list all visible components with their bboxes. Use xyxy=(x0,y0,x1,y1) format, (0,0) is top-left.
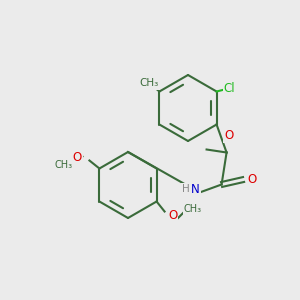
Text: O: O xyxy=(73,151,82,164)
Text: CH₃: CH₃ xyxy=(184,205,202,214)
Text: O: O xyxy=(224,129,233,142)
Text: H: H xyxy=(182,184,190,194)
Text: O: O xyxy=(247,173,256,186)
Text: N: N xyxy=(191,183,200,196)
Text: Cl: Cl xyxy=(224,82,236,95)
Text: O: O xyxy=(168,209,177,222)
Text: CH₃: CH₃ xyxy=(54,160,73,170)
Text: CH₃: CH₃ xyxy=(140,79,159,88)
